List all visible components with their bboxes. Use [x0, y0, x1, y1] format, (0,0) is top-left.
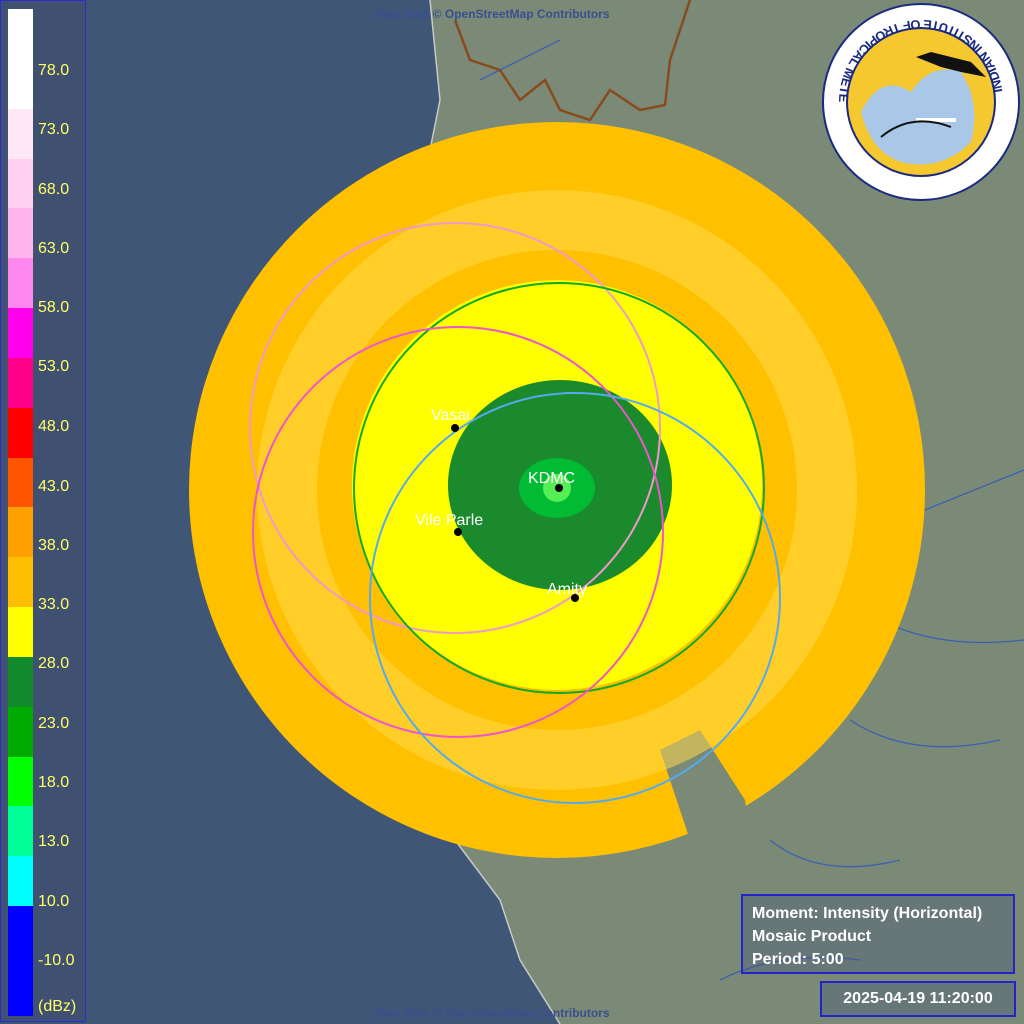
legend-swatch — [8, 856, 33, 908]
legend-swatch — [8, 507, 33, 559]
legend-tick-label: 28.0 — [38, 655, 70, 672]
station-marker — [555, 484, 563, 492]
timestamp: 2025-04-19 11:20:00 — [820, 981, 1016, 1017]
coverage-gap — [660, 730, 760, 900]
legend-tick-label: 58.0 — [38, 299, 70, 316]
legend-tick-label: 43.0 — [38, 478, 70, 495]
station-label: Vasai — [431, 407, 470, 424]
range-ring-vasai — [249, 222, 661, 634]
moment-text: Moment: Intensity (Horizontal) — [752, 905, 983, 922]
legend-swatch — [8, 407, 33, 459]
product-text: Mosaic Product — [752, 928, 872, 945]
station-marker — [451, 424, 459, 432]
legend-tick-label: 53.0 — [38, 358, 70, 375]
legend-swatch — [8, 706, 33, 758]
station-marker — [571, 594, 579, 602]
legend-tick-label: 38.0 — [38, 537, 70, 554]
legend-swatch — [8, 956, 33, 1016]
period-text: Period: 5:00 — [752, 951, 844, 968]
legend-swatch — [8, 58, 33, 110]
legend-swatch — [8, 9, 33, 60]
station-kdmc[interactable]: KDMC — [528, 470, 575, 492]
legend-swatch — [8, 158, 33, 210]
map-credit-top: Map Data © OpenStreetMap Contributors — [376, 7, 610, 21]
legend-unit: (dBz) — [38, 998, 77, 1015]
state-boundary — [453, 0, 692, 122]
range-ring-vile-parle — [252, 326, 664, 738]
station-label: KDMC — [528, 470, 575, 487]
station-vasai[interactable]: Vasai — [431, 407, 470, 432]
legend-tick-label: 68.0 — [38, 181, 70, 198]
legend-swatch — [8, 258, 33, 310]
map-credit-bottom: Map Data © OpenStreetMap Contributors — [376, 1006, 610, 1020]
legend-swatch — [8, 208, 33, 260]
station-label: Vile Parle — [415, 512, 483, 529]
legend-swatch — [8, 457, 33, 509]
legend-swatch — [8, 357, 33, 409]
legend-tick-label: 33.0 — [38, 596, 70, 613]
legend-tick-label: 63.0 — [38, 240, 70, 257]
legend-swatch — [8, 656, 33, 708]
legend-tick-label: 78.0 — [38, 62, 70, 79]
legend-swatch — [8, 557, 33, 609]
iitm-logo: INDIAN INSTITUTE OF TROPICAL METEOROLOGY… — [821, 2, 1020, 201]
legend-swatch — [8, 806, 33, 858]
station-marker — [454, 528, 462, 536]
legend-swatch — [8, 607, 33, 659]
station-vile-parle[interactable]: Vile Parle — [415, 512, 483, 536]
legend-tick-label: 13.0 — [38, 833, 70, 850]
station-amity[interactable]: Amity — [547, 581, 587, 602]
station-label: Amity — [547, 581, 587, 598]
legend-swatch — [8, 756, 33, 808]
range-ring-kdmc — [353, 282, 765, 694]
legend-swatch — [8, 906, 33, 958]
legend-tick-label: 23.0 — [38, 715, 70, 732]
color-legend: 78.0 73.0 68.0 63.0 58.0 53.0 48.0 43.0 38.0 33.0… — [0, 0, 86, 1022]
legend-swatch — [8, 108, 33, 160]
legend-tick-label: 18.0 — [38, 774, 70, 791]
legend-tick-label: 48.0 — [38, 418, 70, 435]
info-box: Moment: Intensity (Horizontal) Mosaic Pr… — [741, 894, 1015, 974]
legend-swatch — [8, 308, 33, 360]
legend-tick-label: -10.0 — [38, 952, 75, 969]
legend-tick-label: 73.0 — [38, 121, 70, 138]
range-ring-amity — [369, 392, 781, 804]
legend-tick-label: 10.0 — [38, 893, 70, 910]
